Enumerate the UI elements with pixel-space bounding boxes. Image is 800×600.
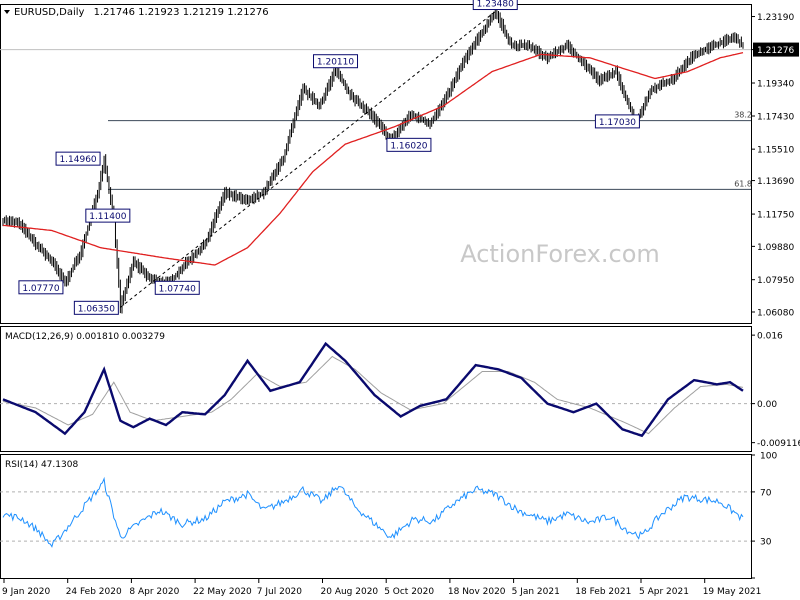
price-panel: ActionForex.com 38.261.8 1.234801.201101… [0,0,799,324]
price-label-box [594,114,640,129]
price-annotations: 1.23480 1.20110 1.14960 1.11400 1.07770 1.077… [18,0,640,315]
price-tick-label: 1.17430 [757,112,794,122]
watermark: ActionForex.com [460,240,660,268]
macd-tick-label: -0.009116 [757,439,800,449]
macd-signal-line [2,355,744,435]
rsi-tick-label: 70 [760,488,772,498]
x-tick-label: 19 May 2021 [703,587,762,597]
price-label: 1.16020 [390,141,427,151]
price-tick-label: 1.07950 [757,276,794,286]
trendline [120,11,496,308]
price-axis: 1.23190 1.21276 1.19340 1.17430 1.15510 1.136… [751,13,799,318]
fib-label: 38.2 [734,111,752,120]
price-label-box [472,0,518,11]
macd-panel-frame [0,326,752,452]
macd-tick-label: 0.016 [757,332,783,342]
price-label-box [85,208,131,223]
x-tick-label: 5 Apr 2021 [639,587,689,597]
chart-arrow-icon [4,10,10,14]
price-label-box [386,137,432,152]
moving-average-line [2,51,744,266]
price-label: 1.17030 [599,118,636,128]
x-tick-label: 7 Jul 2020 [257,587,302,597]
price-label: 1.23480 [477,0,514,10]
price-tick-label: 1.15510 [757,146,794,156]
x-tick-label: 18 Feb 2021 [575,587,631,597]
price-label-box [313,54,359,69]
current-price-box [753,42,799,57]
x-tick-label: 22 May 2020 [193,587,252,597]
price-label-box [73,300,119,315]
macd-tick-label: 0.00 [757,400,777,410]
price-label-box [18,280,64,295]
rsi-tick-label: 100 [760,452,777,462]
x-tick-label: 18 Nov 2020 [448,587,506,597]
price-label: 1.07740 [159,284,196,294]
fib-label: 61.8 [734,179,752,188]
rsi-levels [0,491,751,542]
x-tick-label: 9 Jan 2020 [2,587,50,597]
price-tick-label: 1.06080 [757,308,794,318]
x-tick-label: 8 Apr 2020 [129,587,179,597]
price-tick-label: 1.11750 [757,211,794,221]
price-label: 1.20110 [317,58,354,68]
x-tick-label: 20 Aug 2020 [321,587,379,597]
price-tick-label: 1.09880 [757,243,794,253]
rsi-title: RSI(14) 47.1308 [5,460,78,470]
price-label: 1.07770 [22,284,59,294]
ohlc-label: 1.21746 1.21923 1.21219 1.21276 [94,7,269,18]
price-label: 1.11400 [89,212,126,222]
rsi-panel-frame [0,454,752,579]
macd-axis: 0.016 0.00 -0.009116 [751,332,800,449]
rsi-tick-label: 30 [760,538,772,548]
x-tick-label: 5 Jan 2021 [512,587,560,597]
price-tick-label: 1.19340 [757,80,794,90]
x-tick-label: 5 Oct 2020 [384,587,434,597]
rsi-line [2,476,744,548]
price-label-box [55,151,101,166]
fib-lines: 38.2 61.8 [0,49,752,190]
price-label: 1.06350 [78,304,115,314]
price-tick-label: 1.13690 [757,177,794,187]
symbol-label: EURUSD,Daily [14,7,85,18]
price-panel-frame [0,4,752,324]
x-axis: 9 Jan 2020 24 Feb 2020 8 Apr 2020 22 May 20… [2,578,761,597]
price-bars [2,7,744,314]
macd-panel: MACD(12,26,9) 0.001810 0.003279 0.0160.0… [0,326,800,452]
macd-title: MACD(12,26,9) 0.001810 0.003279 [5,332,165,342]
macd-main-line [2,341,744,438]
rsi-axis: 100 70 30 [751,452,777,579]
price-label: 1.14960 [59,155,96,165]
rsi-panel: RSI(14) 47.1308 100 70 30 [0,452,777,579]
price-label-box [154,280,200,295]
price-tick-label: 1.23190 [757,13,794,23]
current-price-label: 1.21276 [757,46,794,56]
x-tick-label: 24 Feb 2020 [66,587,122,597]
chart-symbol: EURUSD,Daily 1.21746 1.21923 1.21219 1.2… [14,7,269,18]
